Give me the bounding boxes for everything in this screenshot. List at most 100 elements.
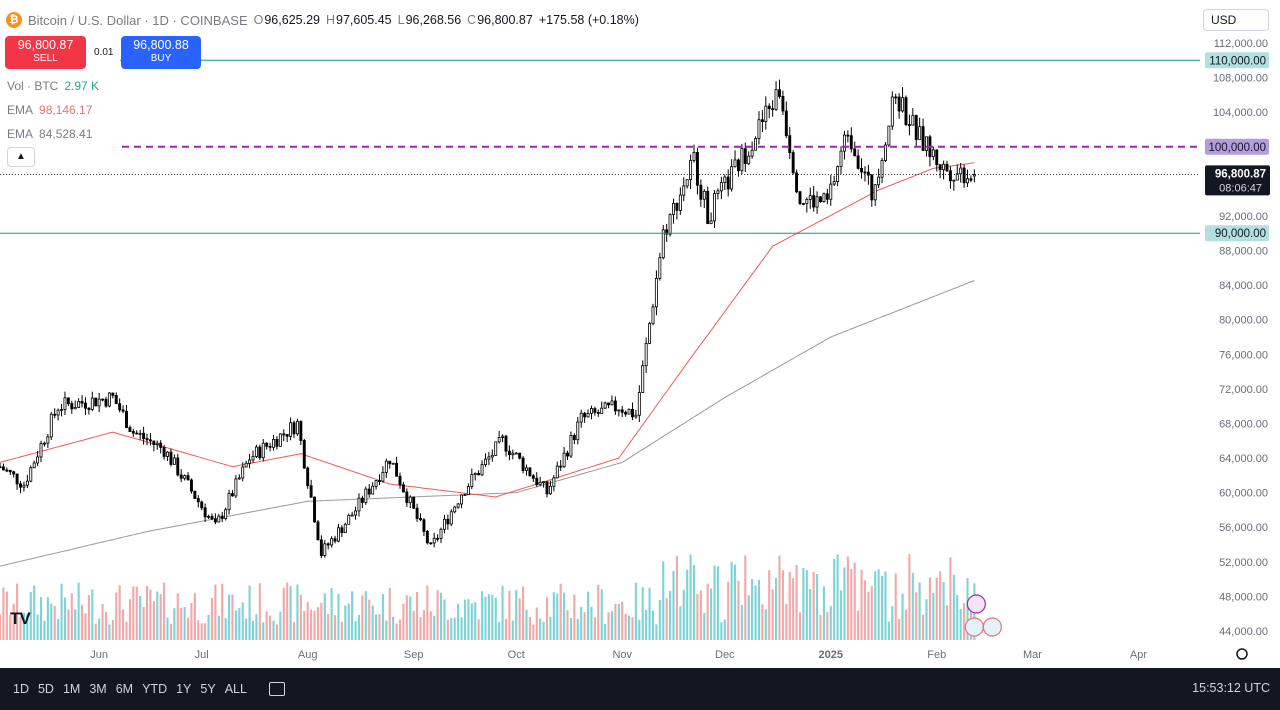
candle-body — [531, 475, 535, 479]
volume-bar — [723, 619, 726, 640]
candle-body — [511, 452, 515, 456]
volume-bar — [593, 617, 596, 640]
volume-bar — [894, 573, 897, 640]
volume-bar — [696, 593, 699, 640]
candle-body — [480, 464, 484, 476]
range-1m[interactable]: 1M — [62, 682, 81, 696]
volume-bar — [692, 565, 696, 640]
price-axis: 44,000.00 48,000.00 52,000.00 56,000.00 60,0… — [1200, 0, 1280, 668]
candle-body — [248, 459, 252, 464]
volume-bar — [477, 619, 480, 640]
candle-body — [771, 108, 775, 111]
us-flag-event-icon — [964, 617, 984, 637]
candle-body — [925, 136, 928, 151]
volume-bar — [963, 603, 966, 640]
indicator-ema-fast[interactable]: EMA 98,146.17 — [7, 103, 92, 117]
indicator-volume[interactable]: Vol · BTC 2.97 K — [7, 79, 99, 93]
indicator-ema-slow[interactable]: EMA 84,528.41 — [7, 127, 92, 141]
volume-bar — [484, 596, 487, 640]
candle-body — [552, 477, 556, 487]
range-6m[interactable]: 6M — [115, 682, 134, 696]
volume-bar — [388, 587, 391, 640]
volume-bar — [238, 608, 241, 640]
range-1d[interactable]: 1D — [13, 682, 29, 696]
high-label: H — [325, 13, 335, 27]
utc-clock[interactable]: 15:53:12 UTC — [1192, 681, 1270, 695]
range-3m[interactable]: 3M — [89, 682, 107, 696]
candle-body — [207, 515, 211, 518]
volume-bar — [217, 615, 220, 640]
sell-label: SELL — [33, 53, 58, 64]
candle-body — [969, 178, 973, 181]
candle-body — [521, 457, 525, 471]
candle-body — [1, 466, 5, 471]
volume-bar — [354, 621, 357, 640]
candle-body — [90, 397, 94, 410]
volume-bar — [518, 598, 521, 640]
candle-body — [572, 435, 576, 441]
volume-bars — [0, 554, 976, 640]
candle-body — [337, 527, 340, 542]
range-all[interactable]: ALL — [224, 682, 247, 696]
candle-body — [63, 397, 67, 410]
sell-button[interactable]: 96,800.87 SELL — [5, 36, 86, 69]
volume-bar — [829, 606, 832, 640]
candle-body — [415, 507, 419, 519]
candle-body — [972, 174, 976, 177]
volume-bar — [197, 620, 200, 640]
candle-body — [706, 190, 710, 225]
volume-bar — [292, 621, 296, 640]
candle-body — [702, 190, 706, 200]
candle-body — [682, 185, 686, 196]
volume-bar — [173, 608, 176, 640]
volume-bar — [792, 578, 795, 640]
y-tick-label: 60,000.00 — [1219, 488, 1268, 500]
candle-body — [278, 433, 282, 447]
candle-body — [637, 392, 641, 416]
candle-body — [665, 229, 669, 235]
candle-body — [672, 203, 675, 215]
candle-body — [56, 409, 60, 416]
candle-body — [162, 447, 166, 457]
settings-icon[interactable] — [1236, 648, 1248, 660]
candle-body — [319, 539, 323, 556]
candle-body — [114, 394, 118, 405]
candle-body — [624, 411, 628, 415]
candle-body — [405, 491, 409, 504]
candle-body — [907, 124, 911, 126]
volume-bar — [405, 595, 408, 640]
volume-bar — [778, 555, 781, 640]
level-labels: 110,000.00 100,000.00 90,000.00 96,800.87 08… — [964, 52, 1270, 637]
currency-select[interactable]: USD — [1203, 9, 1269, 31]
buy-button[interactable]: 96,800.88 BUY — [121, 36, 201, 69]
symbol-title[interactable]: Bitcoin / U.S. Dollar · 1D · COINBASE — [28, 12, 248, 28]
candle-body — [449, 511, 453, 525]
range-ytd[interactable]: YTD — [142, 682, 168, 696]
volume-bar — [942, 582, 945, 640]
candle-body — [460, 494, 463, 505]
collapse-indicators-button[interactable]: ▲ — [7, 147, 35, 167]
price-chart[interactable]: 44,000.00 48,000.00 52,000.00 56,000.00 60,0… — [0, 0, 1280, 668]
volume-bar — [101, 603, 104, 640]
candle-body — [747, 155, 751, 164]
volume-bar — [956, 594, 959, 640]
volume-bar — [94, 623, 97, 640]
volume-bar — [839, 590, 843, 640]
range-5y[interactable]: 5Y — [200, 682, 216, 696]
volume-bar — [433, 615, 436, 640]
range-5d[interactable]: 5D — [37, 682, 54, 696]
candle-body — [795, 172, 799, 193]
volume-bar — [46, 597, 49, 640]
volume-bar — [952, 574, 955, 640]
volume-bar — [822, 586, 825, 640]
tradingview-logo: TV — [10, 609, 31, 628]
spread-value: 0.01 — [94, 47, 114, 58]
volume-bar — [713, 565, 716, 640]
candle-body — [559, 465, 563, 468]
volume-bar — [416, 591, 419, 640]
volume-bar — [569, 618, 572, 640]
candle-body — [942, 163, 946, 171]
range-1y[interactable]: 1Y — [176, 682, 192, 696]
candle-body — [726, 176, 730, 190]
date-range-icon[interactable] — [268, 682, 285, 696]
